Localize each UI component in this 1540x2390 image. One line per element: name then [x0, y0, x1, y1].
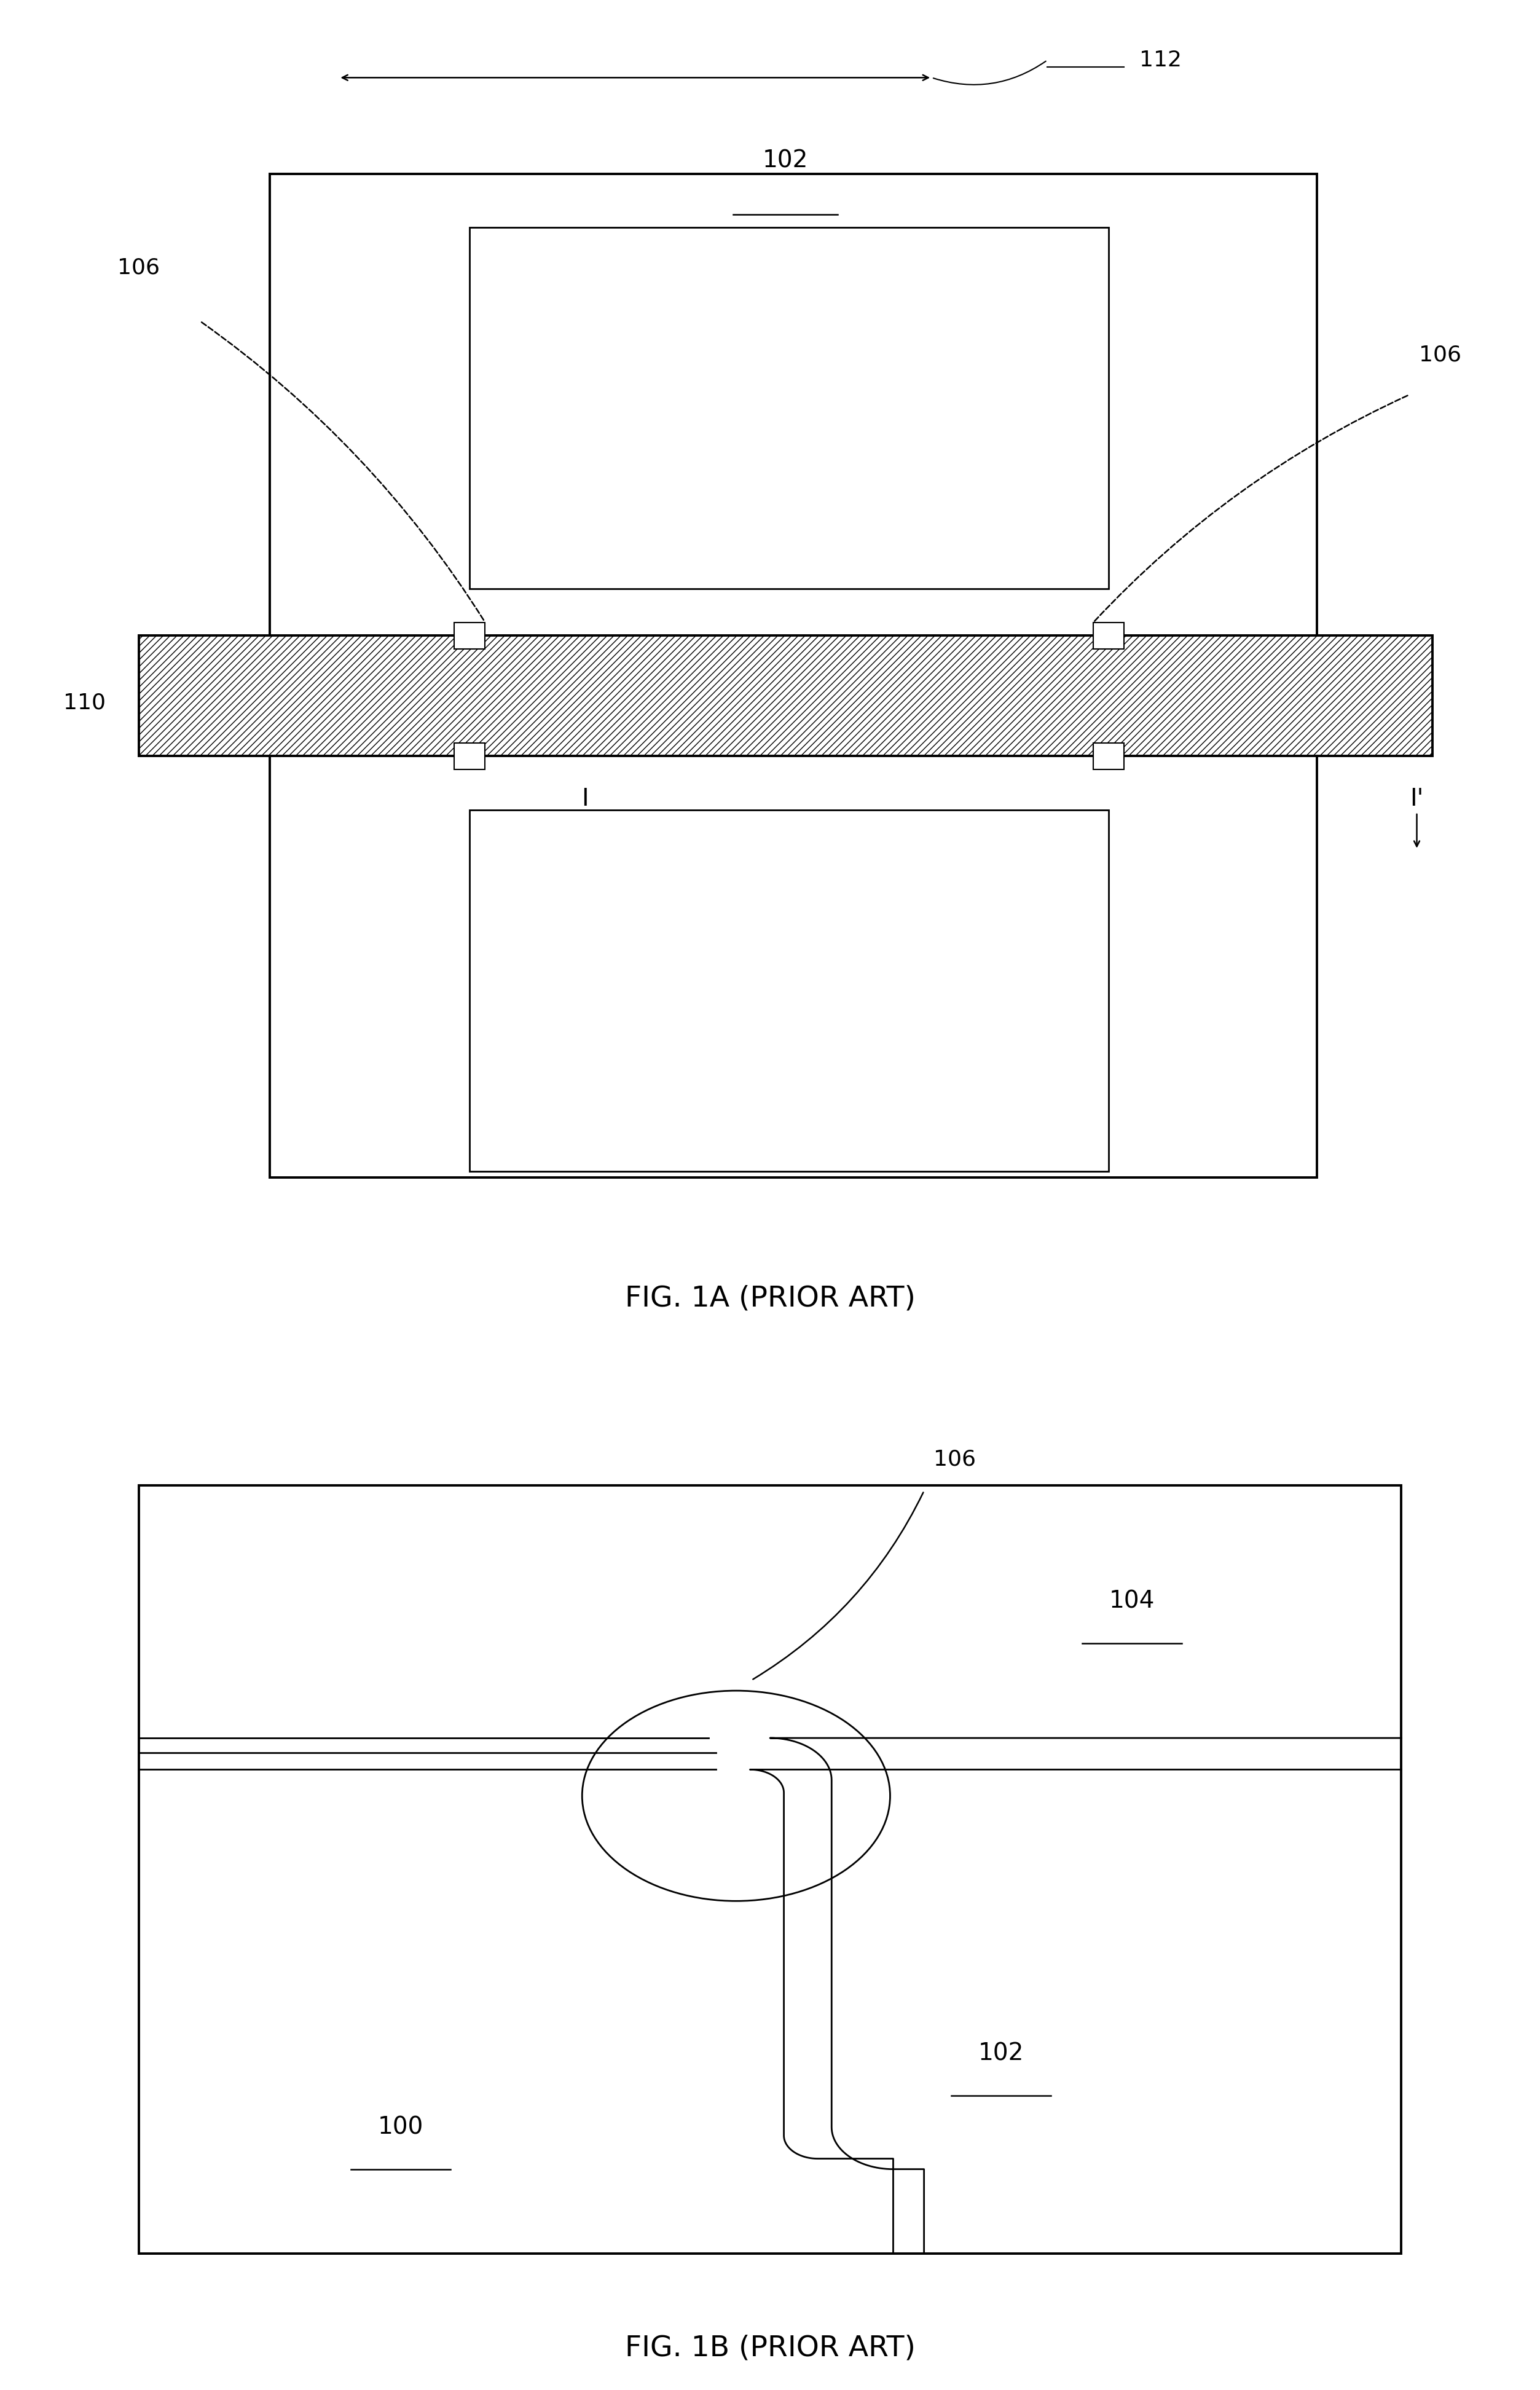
Text: 104: 104 — [262, 684, 308, 707]
Text: 102: 102 — [762, 1013, 809, 1035]
Text: FIG. 1A (PRIOR ART): FIG. 1A (PRIOR ART) — [625, 1283, 915, 1312]
Bar — [270, 174, 1317, 1178]
Bar — [1093, 743, 1124, 770]
Text: 108: 108 — [762, 349, 809, 373]
Text: 110: 110 — [63, 693, 106, 712]
Bar — [454, 743, 485, 770]
Text: 106: 106 — [1418, 344, 1461, 366]
Text: I: I — [582, 786, 588, 810]
Bar — [470, 810, 1109, 1171]
Bar — [139, 636, 1432, 755]
Text: 112: 112 — [1140, 50, 1183, 72]
Text: 102: 102 — [978, 2041, 1024, 2065]
Bar — [1093, 621, 1124, 650]
Text: 108: 108 — [762, 939, 809, 961]
Text: 106: 106 — [933, 1448, 976, 1470]
Text: FIG. 1B (PRIOR ART): FIG. 1B (PRIOR ART) — [625, 2335, 915, 2361]
Text: 104: 104 — [1109, 1589, 1155, 1613]
Text: 100: 100 — [377, 2115, 424, 2139]
Bar — [470, 227, 1109, 588]
Text: 106: 106 — [117, 258, 160, 277]
Text: 102: 102 — [762, 148, 809, 172]
Bar — [454, 621, 485, 650]
Bar — [139, 1487, 1401, 2254]
Text: I': I' — [1411, 786, 1423, 810]
